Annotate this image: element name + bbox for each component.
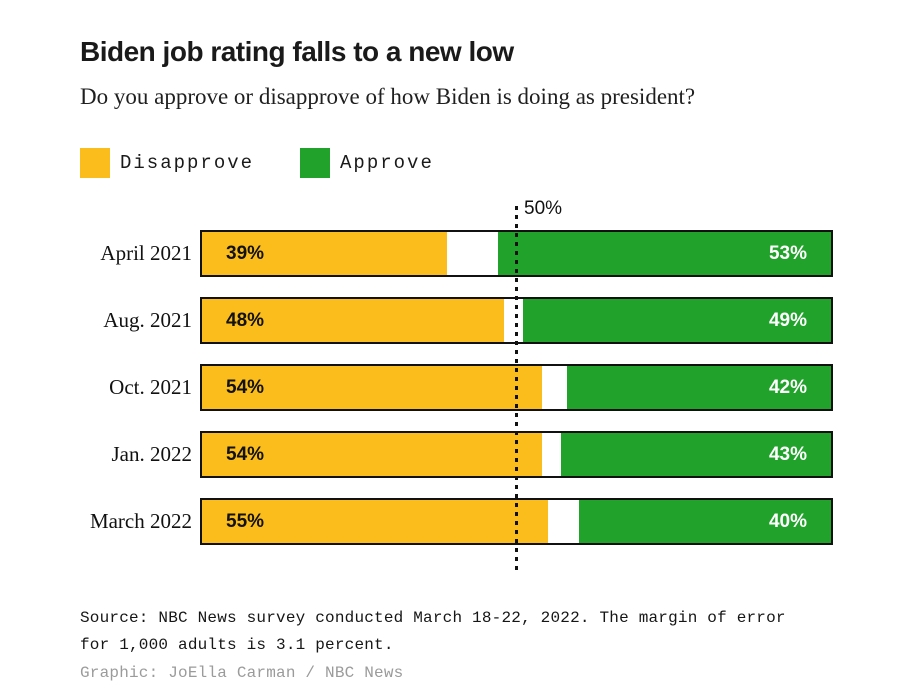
category-label: April 2021 (100, 241, 192, 265)
bar-value-label: 53% (768, 242, 807, 264)
chart-row: Aug. 2021 48% 49% (80, 297, 841, 344)
legend-label: Disapprove (120, 152, 255, 174)
page-title: Biden job rating falls to a new low (80, 36, 514, 67)
chart-rows: April 2021 39% 53% Aug. 2021 48% 49% Oct. 2021… (80, 230, 841, 545)
bar-value-label: 43% (768, 443, 807, 465)
reference-line-50pct (515, 206, 518, 571)
source-line: for 1,000 adults is 3.1 percent. (80, 636, 394, 654)
page-subtitle: Do you approve or disapprove of how Bide… (80, 84, 696, 109)
bar-value-label: 54% (226, 443, 265, 465)
bar-value-label: 48% (226, 309, 265, 331)
bar-value-label: 55% (226, 510, 265, 532)
bar-value-label: 42% (768, 376, 807, 398)
chart-row: Oct. 2021 54% 42% (80, 364, 841, 411)
legend-item-disapprove: Disapprove (80, 148, 254, 178)
bar-value-label: 49% (768, 309, 807, 331)
category-label: Aug. 2021 (103, 308, 192, 332)
stacked-bar-chart: 50% April 2021 39% 53% Aug. 2021 48% 49% Oct. … (80, 190, 841, 575)
disapprove-bar-segment: 48% (202, 299, 504, 342)
graphic-credit: Graphic: JoElla Carman / NBC News (80, 664, 404, 682)
bar-value-label: 40% (768, 510, 807, 532)
disapprove-swatch-icon (80, 148, 110, 178)
bar-value-label: 54% (226, 376, 265, 398)
reference-line-label: 50% (524, 198, 563, 219)
approve-bar-segment: 53% (497, 232, 831, 275)
legend-item-approve: Approve (300, 148, 434, 178)
category-label: Jan. 2022 (111, 442, 193, 466)
approve-bar-segment: 42% (566, 366, 831, 409)
disapprove-bar-segment: 55% (202, 500, 548, 543)
legend: Disapprove Approve (80, 148, 838, 178)
chart-row: Jan. 2022 54% 43% (80, 431, 841, 478)
chart-row: March 2022 55% 40% (80, 498, 841, 545)
source-note: Source: NBC News survey conducted March … (80, 605, 838, 687)
approve-bar-segment: 43% (560, 433, 831, 476)
approve-bar-segment: 49% (522, 299, 831, 342)
disapprove-bar-segment: 39% (202, 232, 448, 275)
disapprove-bar-segment: 54% (202, 366, 542, 409)
disapprove-bar-segment: 54% (202, 433, 542, 476)
category-label: Oct. 2021 (109, 375, 192, 399)
chart-row: April 2021 39% 53% (80, 230, 841, 277)
approve-bar-segment: 40% (579, 500, 831, 543)
approve-swatch-icon (300, 148, 331, 178)
category-label: March 2022 (89, 509, 192, 533)
legend-label: Approve (340, 152, 434, 174)
source-line: Source: NBC News survey conducted March … (80, 609, 786, 627)
bar-value-label: 39% (226, 242, 265, 264)
